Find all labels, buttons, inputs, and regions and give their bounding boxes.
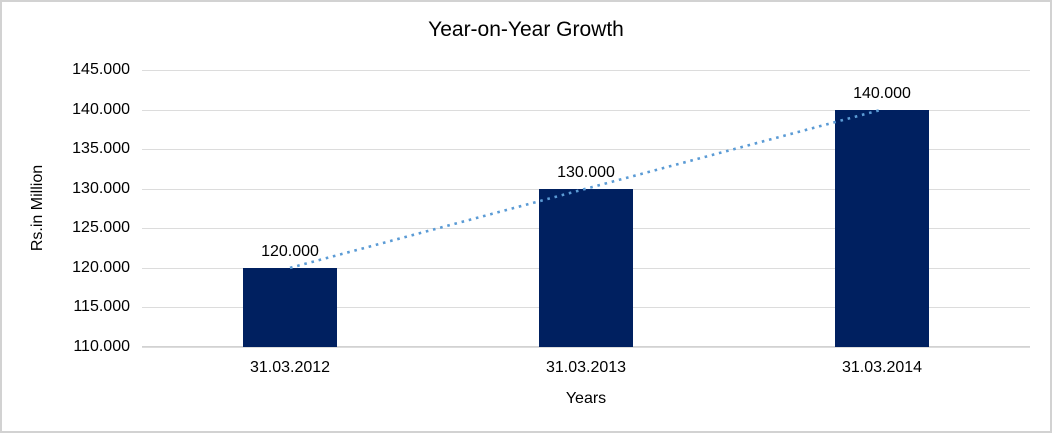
y-tick-label: 145.000 — [72, 61, 130, 78]
data-label: 130.000 — [557, 163, 615, 181]
x-tick-label: 31.03.2012 — [249, 359, 331, 376]
chart-title: Year-on-Year Growth — [428, 18, 624, 41]
trendline — [289, 108, 883, 270]
gridline — [142, 149, 1030, 151]
y-tick-label: 130.000 — [72, 179, 130, 197]
gridline — [142, 347, 1030, 348]
x-axis-title: Years — [565, 390, 607, 407]
y-tick-label: 115.000 — [73, 298, 130, 316]
x-tick-label: 31.03.2013 — [545, 359, 627, 376]
bar — [538, 188, 634, 347]
bar — [242, 267, 338, 347]
y-tick-label: 110.000 — [73, 338, 130, 355]
y-tick-label: 120.000 — [72, 258, 130, 276]
data-label: 120.000 — [261, 242, 319, 260]
data-label: 140.000 — [853, 84, 911, 102]
plot-area: 120.000 130.000 140.000 — [142, 70, 1030, 348]
bar — [834, 109, 930, 347]
x-axis: 31.03.2012 31.03.2013 31.03.2014 — [142, 347, 1030, 377]
gridline — [142, 70, 1030, 71]
y-tick-label: 125.000 — [72, 219, 130, 237]
y-axis: 110.000 115.000 120.000 125.000 130.000 135.0… — [2, 61, 130, 355]
gridline — [142, 109, 1030, 111]
x-tick-label: 31.03.2014 — [841, 359, 923, 376]
y-tick-label: 135.000 — [72, 140, 130, 158]
y-tick-label: 140.000 — [72, 100, 130, 118]
